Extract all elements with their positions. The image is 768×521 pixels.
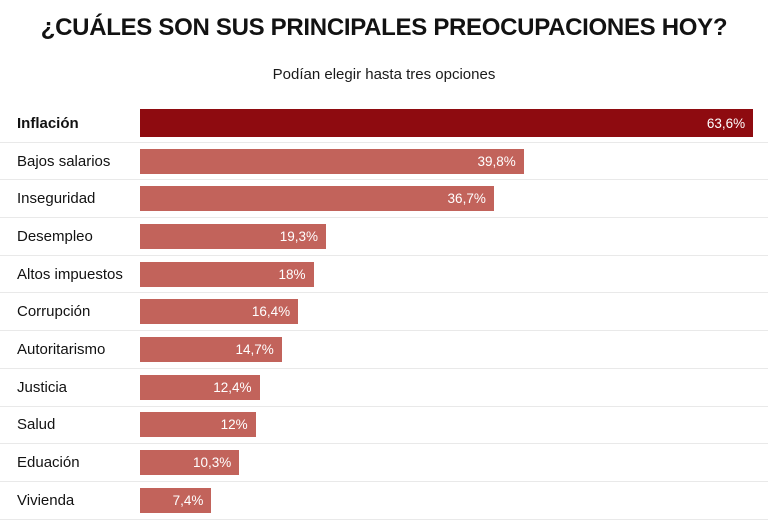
value-label: 7,4% [172,492,204,508]
value-label: 12,4% [213,379,252,395]
category-label: Eduación [17,454,80,472]
value-label: 39,8% [477,153,516,169]
bar: 63,6% [140,109,754,138]
bar: 39,8% [140,148,524,174]
bar: 36,7% [140,186,494,212]
bar: 12,4% [140,374,260,400]
bar-track: 12,4% [140,374,760,400]
chart-row: Justicia 12,4% [0,369,768,407]
category-label: Inseguridad [17,190,96,208]
chart-row: Corrupción 16,4% [0,293,768,332]
value-label: 10,3% [193,455,232,471]
value-label: 16,4% [251,304,291,320]
value-label: 18% [278,266,306,282]
chart-row: Eduación 10,3% [0,444,768,482]
value-label: 19,3% [279,228,319,244]
value-label: 14,7% [235,341,274,357]
category-label: Vivienda [17,491,75,509]
chart-row: Bajos salarios 39,8% [0,143,768,181]
category-label: Corrupción [17,303,91,321]
bar-track: 16,4% [140,299,760,325]
chart-row: Inflación 63,6% [0,105,768,143]
bar-track: 7,4% [140,487,760,513]
value-label: 12% [220,417,248,433]
bar: 16,4% [140,299,299,325]
chart-row: Salud 12% [0,407,768,445]
chart-row: Desempleo 19,3% [0,218,768,256]
bar: 12% [140,412,256,438]
chart-row: Inseguridad 36,7% [0,180,768,219]
bar-track: 36,7% [140,186,760,212]
page-subtitle: Podían elegir hasta tres opciones [272,66,496,83]
value-label: 63,6% [706,115,746,131]
bar-track: 63,6% [140,109,760,138]
chart-row: Autoritarismo 14,7% [0,331,768,369]
chart-row: Vivienda 7,4% [0,482,768,520]
bar-track: 19,3% [140,223,760,249]
bar-track: 10,3% [140,450,760,476]
bar-track: 12% [140,412,760,438]
bar-track: 14,7% [140,336,760,362]
chart-row: Altos impuestos 18% [0,256,768,294]
page-title: ¿CUÁLES SON SUS PRINCIPALES PREOCUPACION… [40,14,728,41]
bar: 14,7% [140,336,282,362]
value-label: 36,7% [447,191,486,207]
bar-track: 39,8% [140,148,760,174]
bar: 19,3% [140,223,327,249]
bar: 7,4% [140,487,212,513]
category-label: Justicia [17,378,68,396]
category-label: Inflación [17,114,79,132]
category-label: Autoritarismo [17,340,106,358]
category-label: Salud [17,416,56,434]
bar: 10,3% [140,450,240,476]
category-label: Desempleo [17,227,93,245]
bar-track: 18% [140,261,760,287]
category-label: Altos impuestos [17,265,123,283]
bar: 18% [140,261,314,287]
bar-chart: Inflación 63,6% Bajos salarios 39,8% Ins… [0,105,768,520]
category-label: Bajos salarios [17,152,111,170]
